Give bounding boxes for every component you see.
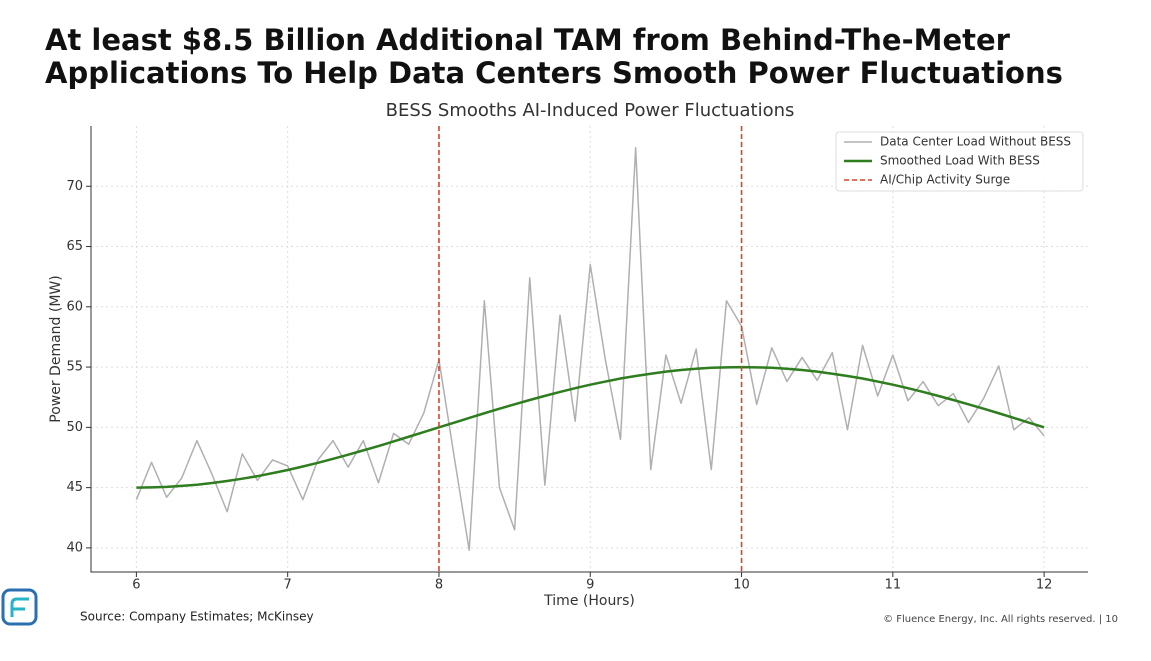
series-line (135, 146, 1045, 552)
series-line (136, 365, 1045, 489)
x-tick-label: 12 (1036, 578, 1053, 593)
x-axis-label: Time (Hours) (543, 593, 635, 609)
x-tick-label: 8 (435, 578, 443, 593)
chart-title: BESS Smooths AI-Induced Power Fluctuatio… (386, 100, 795, 121)
copyright: © Fluence Energy, Inc. All rights reserv… (883, 614, 1118, 625)
x-tick-label: 7 (284, 578, 292, 593)
y-tick-label: 45 (66, 480, 83, 495)
legend-box (835, 131, 1084, 192)
logo (1, 588, 38, 626)
y-tick-label: 50 (66, 420, 83, 435)
x-tick-label: 6 (132, 578, 140, 593)
y-tick-label: 40 (66, 540, 83, 555)
y-tick-label: 65 (66, 239, 83, 254)
y-tick-label: 70 (66, 179, 83, 194)
x-tick-label: 9 (586, 578, 594, 593)
source-note: Source: Company Estimates; McKinsey (80, 610, 314, 624)
legend-label: Smoothed Load With BESS (880, 154, 1040, 168)
plot: 40 45 50 55 60 65 70 6 7 8 9 10 11 12 Time (Hours) Powe… (48, 126, 1088, 609)
y-tick-label: 55 (66, 360, 83, 375)
axes (90, 126, 1088, 573)
y-axis-label: Power Demand (MW) (48, 275, 64, 422)
slide-title: Applications To Help Data Centers Smooth… (45, 56, 1063, 90)
y-tick-label: 60 (66, 299, 83, 314)
slide-title: At least $8.5 Billion Additional TAM fro… (45, 23, 1011, 57)
legend-label: AI/Chip Activity Surge (880, 173, 1010, 187)
x-tick-label: 11 (885, 578, 902, 593)
legend-label: Data Center Load Without BESS (880, 135, 1071, 149)
x-tick-label: 10 (733, 578, 750, 593)
